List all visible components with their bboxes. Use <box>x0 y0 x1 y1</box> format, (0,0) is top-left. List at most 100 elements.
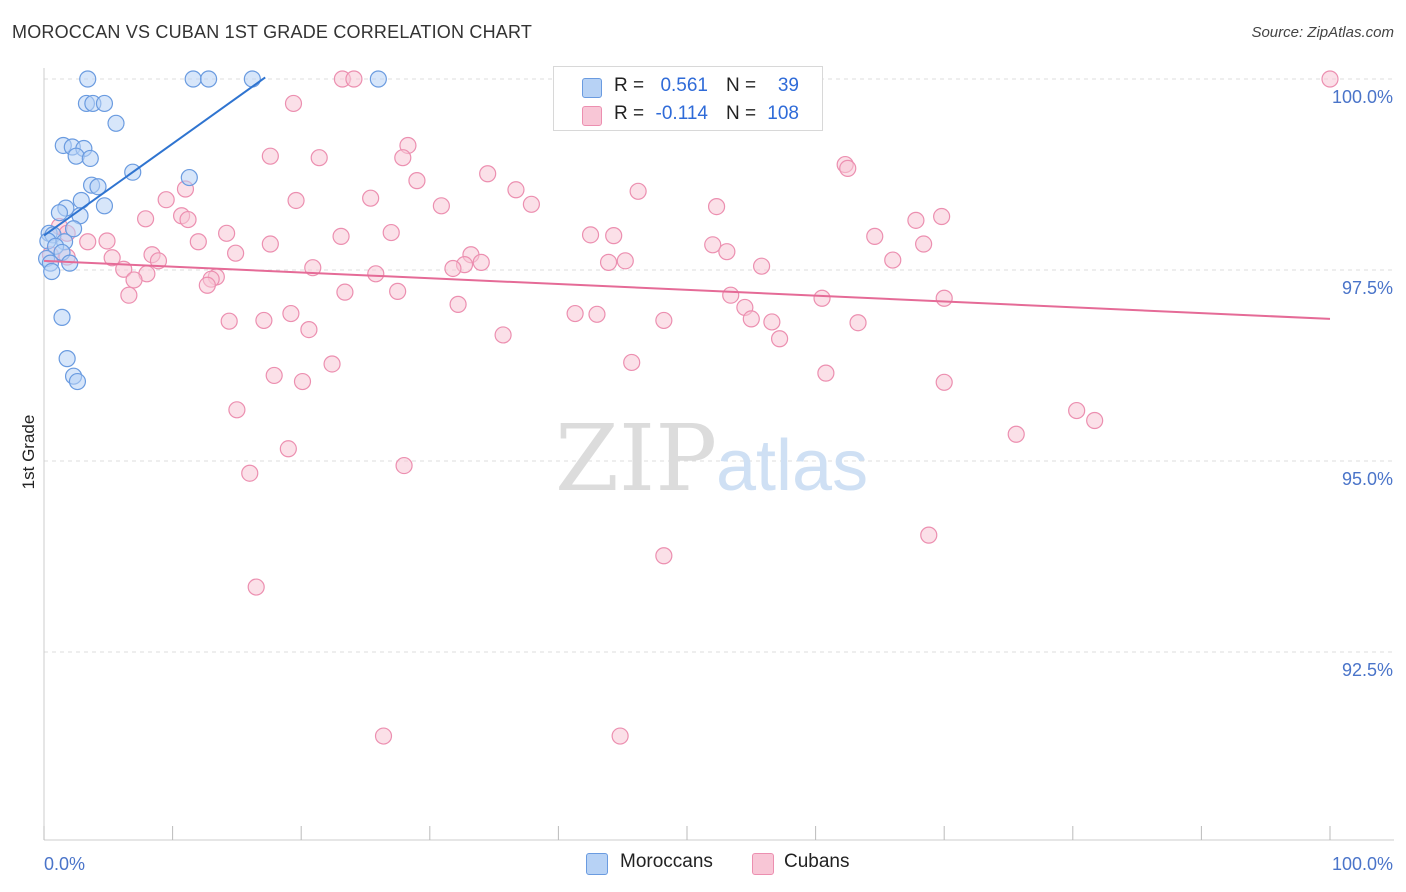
n-value: 108 <box>767 103 799 124</box>
r-label: R = <box>614 103 645 124</box>
cubans-swatch <box>582 106 602 126</box>
cuban-point <box>1321 70 1339 88</box>
moroccan-point <box>95 197 114 215</box>
y-tick-label: 92.5% <box>1342 660 1393 680</box>
cuban-point <box>752 257 771 275</box>
moroccan-point <box>58 350 76 368</box>
moroccan-point <box>50 204 69 222</box>
cuban-point <box>136 210 155 228</box>
cuban-point <box>261 235 279 253</box>
cuban-point <box>935 289 953 307</box>
cuban-trend-line <box>43 259 1331 320</box>
cuban-point <box>1007 425 1025 443</box>
n-label: N = <box>726 103 757 124</box>
moroccans-swatch <box>582 78 602 98</box>
moroccan-point <box>95 94 114 113</box>
cuban-point <box>304 259 322 277</box>
cuban-point <box>332 227 350 245</box>
r-value: -0.114 <box>655 103 708 124</box>
cuban-point <box>479 165 497 183</box>
cuban-point <box>79 233 97 251</box>
x-tick-label: 0.0% <box>44 854 85 874</box>
legend-row-cubans: R = -0.114 N = 108 <box>554 100 822 130</box>
cuban-point <box>655 547 673 565</box>
cuban-point <box>408 172 426 190</box>
cuban-point <box>261 147 279 165</box>
cuban-point <box>1086 411 1104 430</box>
r-label: R = <box>614 75 645 96</box>
moroccan-point <box>243 70 261 88</box>
cuban-point <box>866 227 884 245</box>
moroccan-point <box>53 308 71 326</box>
cuban-point <box>336 283 354 301</box>
cuban-point <box>588 305 606 323</box>
cuban-point <box>287 191 305 210</box>
moroccan-point <box>180 168 198 187</box>
cuban-point <box>265 366 283 385</box>
watermark-zip: ZIP <box>555 405 717 512</box>
cuban-point <box>884 251 902 269</box>
cuban-point <box>915 235 933 253</box>
cuban-point <box>817 364 835 382</box>
cuban-point <box>507 181 525 199</box>
n-value: 39 <box>777 75 799 96</box>
cuban-point <box>120 286 138 304</box>
moroccan-point <box>369 70 387 88</box>
cuban-point <box>227 244 245 262</box>
moroccan-point <box>107 114 125 132</box>
cuban-point <box>395 456 413 475</box>
cuban-point <box>770 330 789 348</box>
moroccan-point <box>200 70 218 88</box>
cuban-point <box>629 182 647 200</box>
cuban-point <box>247 578 265 596</box>
tick-labels: 100.0% 97.5% 95.0% 92.5% 0.0% 100.0% <box>44 87 1393 874</box>
cuban-point <box>98 232 116 250</box>
cuban-point <box>367 265 385 283</box>
cuban-point <box>189 233 207 251</box>
cuban-point <box>284 94 303 113</box>
gridlines <box>44 78 1394 653</box>
moroccans-points <box>37 70 387 391</box>
moroccan-point <box>81 149 99 168</box>
cuban-point <box>449 295 467 313</box>
cuban-point <box>763 313 781 331</box>
cuban-point <box>103 249 121 267</box>
cuban-point <box>310 149 328 167</box>
cuban-point <box>345 70 363 88</box>
legend-row-moroccans: R = 0.561 N = 39 <box>554 72 822 102</box>
cuban-point <box>293 372 312 391</box>
cuban-point <box>362 189 380 207</box>
cuban-point <box>933 207 951 226</box>
x-tick-label: 100.0% <box>1332 854 1393 874</box>
moroccan-point <box>64 220 83 238</box>
cuban-point <box>394 149 412 167</box>
cuban-point <box>742 310 760 328</box>
cuban-point <box>472 253 490 271</box>
cuban-point <box>522 195 540 213</box>
cuban-point <box>300 320 318 339</box>
moroccan-point <box>68 372 87 391</box>
cuban-point <box>432 197 450 215</box>
cuban-point <box>907 211 925 229</box>
cuban-point <box>839 159 857 177</box>
cuban-point <box>389 282 407 300</box>
legend-label-moroccans: Moroccans <box>620 851 713 872</box>
cuban-point <box>611 727 629 745</box>
cuban-point <box>179 210 197 229</box>
cuban-point <box>382 223 400 242</box>
cuban-point <box>494 326 512 344</box>
cuban-point <box>1068 401 1086 420</box>
cuban-point <box>813 289 831 307</box>
legend-label-cubans: Cubans <box>784 851 850 872</box>
n-label: N = <box>726 75 757 96</box>
cuban-point <box>707 197 726 216</box>
cubans-legend-swatch <box>752 853 774 875</box>
y-tick-label: 95.0% <box>1342 469 1393 489</box>
cuban-point <box>722 286 740 304</box>
source-label: Source: ZipAtlas.com <box>1251 24 1394 41</box>
cuban-point <box>255 311 273 330</box>
stats-legend: R = 0.561 N = 39 R = -0.114 N = 108 <box>553 66 823 131</box>
moroccan-trend-line <box>43 76 266 237</box>
moroccans-legend-swatch <box>586 853 608 875</box>
moroccan-point <box>89 178 107 196</box>
